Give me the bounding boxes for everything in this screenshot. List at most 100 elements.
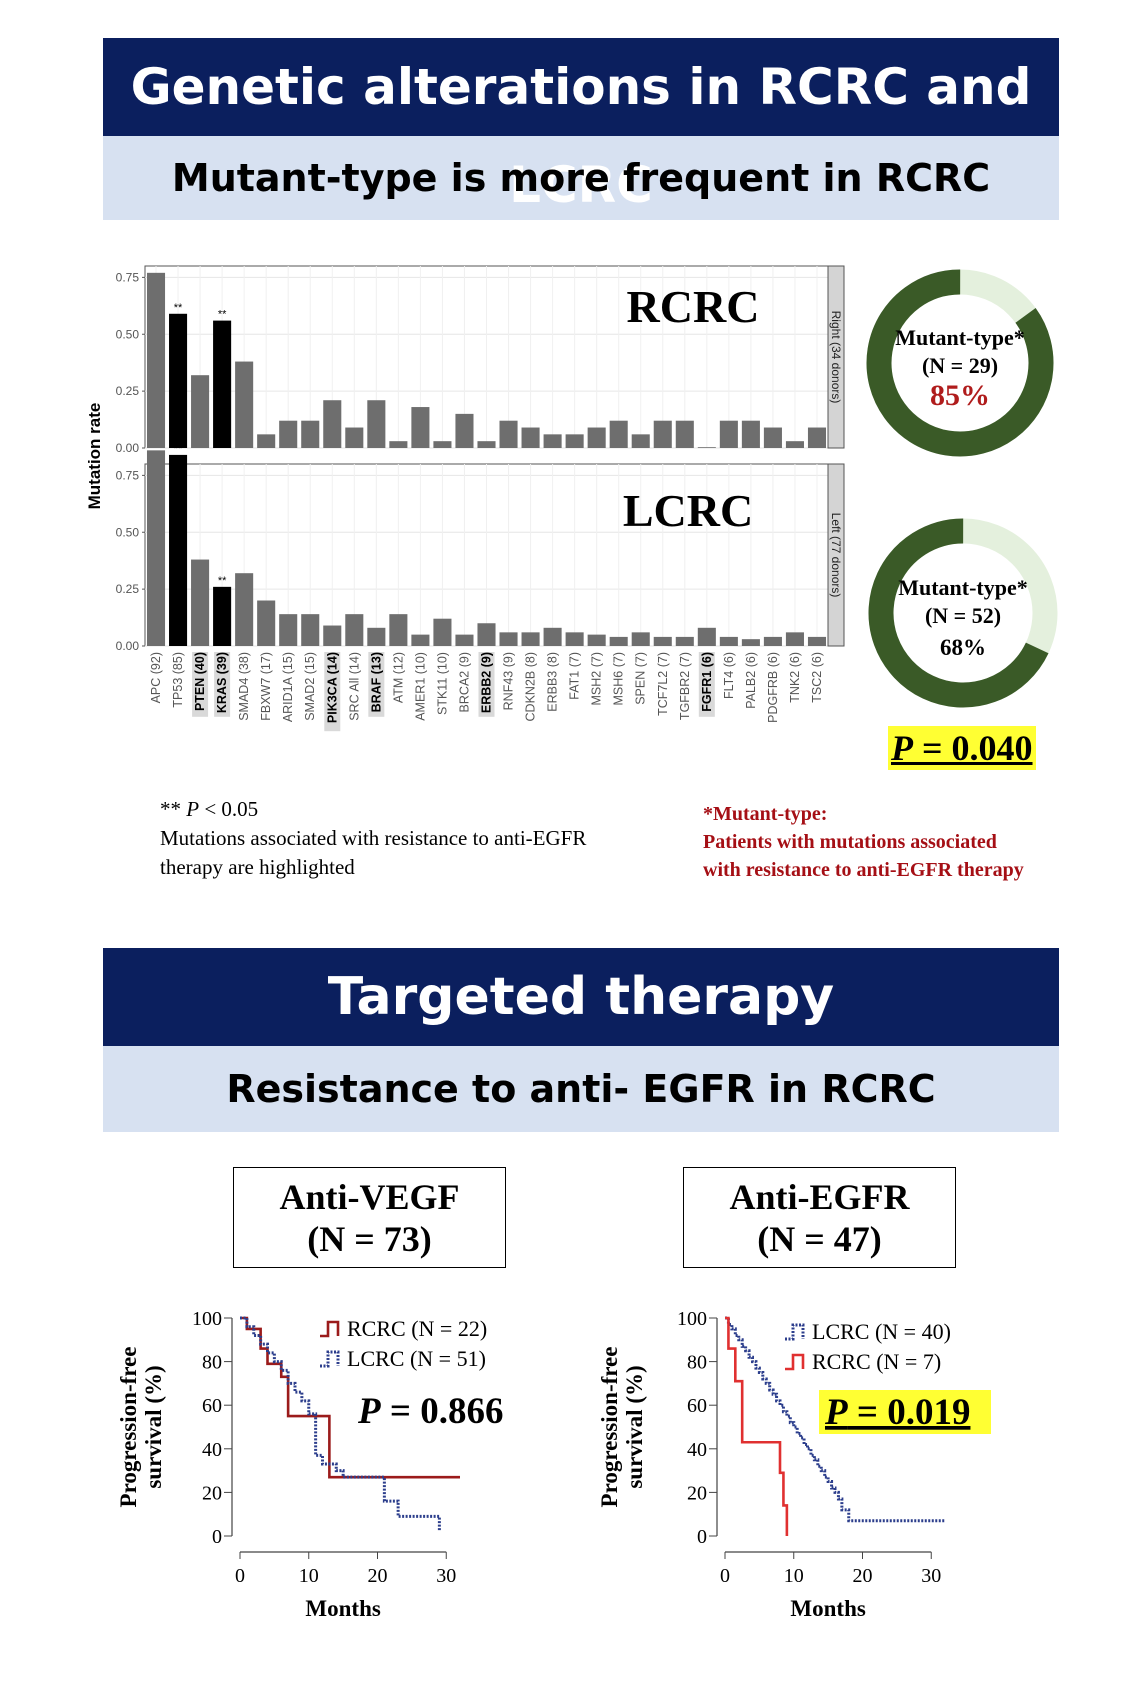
km-series-line xyxy=(240,1316,460,1479)
lcrc-donut-chart: Mutant-type* (N = 52) 68% xyxy=(868,518,1058,708)
banner-title: Targeted therapy xyxy=(103,948,1059,1046)
bar xyxy=(213,586,232,646)
highlight-box xyxy=(698,652,715,717)
y-axis-label: Progression-free xyxy=(116,1347,141,1508)
x-tick-label: 20 xyxy=(368,1565,388,1587)
bar xyxy=(301,420,320,448)
bar xyxy=(389,441,408,448)
y-tick-label: 40 xyxy=(687,1439,707,1461)
p-value-highlight xyxy=(819,1390,991,1434)
legend-label: RCRC (N = 7) xyxy=(812,1349,941,1374)
highlight-box xyxy=(324,652,341,732)
x-tick-label: CDKN2B (8) xyxy=(524,652,538,721)
bar xyxy=(433,441,452,448)
y-tick-label: 0.25 xyxy=(116,582,140,596)
y-tick-label: 80 xyxy=(687,1352,707,1374)
x-tick-label: PDGFRB (6) xyxy=(766,652,780,723)
bar xyxy=(301,614,320,646)
box-n: (N = 47) xyxy=(757,1219,882,1259)
x-tick-label: KRAS (39) xyxy=(215,652,229,713)
x-tick-label: SMAD4 (38) xyxy=(237,652,251,721)
x-tick-label: TSC2 (6) xyxy=(810,652,824,703)
bar xyxy=(345,427,364,448)
bar xyxy=(521,427,540,448)
significance-label: ** xyxy=(218,309,227,321)
bar xyxy=(235,573,254,646)
x-tick-label: ARID1A (15) xyxy=(281,652,295,722)
bar xyxy=(213,320,232,448)
x-tick-label: TCF7L2 (7) xyxy=(656,652,670,716)
x-tick-label: AMER1 (10) xyxy=(413,652,427,721)
x-tick-label: TNK2 (6) xyxy=(788,652,802,703)
bar xyxy=(587,634,606,646)
x-tick-label: 30 xyxy=(921,1565,941,1587)
legend-symbol xyxy=(320,1350,340,1368)
km-series-line xyxy=(725,1316,789,1536)
km-series-line xyxy=(725,1316,945,1523)
p-value: P = 0.019 xyxy=(824,1392,970,1433)
y-axis-label: Progression-free xyxy=(597,1347,622,1508)
bar xyxy=(323,625,342,646)
bar xyxy=(741,420,760,448)
facet-strip xyxy=(827,463,845,647)
x-tick-label: 0 xyxy=(235,1565,245,1587)
bar xyxy=(499,632,518,646)
y-tick-label: 40 xyxy=(202,1439,222,1461)
bar xyxy=(169,313,188,448)
bar xyxy=(807,427,827,448)
mutation-rate-bar-chart: Mutation rate 0.00 0.25 0.50 0.75 ** ** RCRC Rig… xyxy=(85,265,845,732)
x-tick-label: ATM (12) xyxy=(391,652,405,703)
y-axis-label: survival (%) xyxy=(622,1365,647,1488)
legend-label: LCRC (N = 51) xyxy=(347,1346,486,1371)
bar xyxy=(146,272,166,448)
bar xyxy=(631,632,650,646)
donut-label: Mutant-type* xyxy=(898,575,1028,600)
bar xyxy=(785,632,804,646)
legend-symbol xyxy=(785,1353,805,1371)
bar xyxy=(477,441,496,448)
bar xyxy=(763,427,782,448)
box-n: (N = 73) xyxy=(307,1219,432,1259)
bar xyxy=(741,639,760,646)
anti-vegf-km-chart: 0 20 40 60 80 100 0 10 20 30 Months Progression-fre… xyxy=(116,1308,504,1621)
bar xyxy=(807,636,827,646)
y-tick-label: 0.75 xyxy=(116,270,140,284)
highlight-note-1: Mutations associated with resistance to … xyxy=(160,826,587,850)
bar xyxy=(609,420,628,448)
banner-title: Genetic alterations in RCRC and LCRC xyxy=(103,38,1059,214)
p-number: = 0.866 xyxy=(381,1391,504,1432)
bar xyxy=(543,627,562,646)
bar xyxy=(455,413,474,448)
top-banner: Genetic alterations in RCRC and LCRC Mut… xyxy=(103,38,1059,220)
x-tick-label: RNF43 (9) xyxy=(502,652,516,710)
p-label: P xyxy=(357,1391,381,1432)
y-tick-label: 0 xyxy=(697,1526,707,1548)
y-tick-label: 100 xyxy=(677,1308,707,1330)
bar xyxy=(565,434,584,448)
x-tick-label: MSH6 (7) xyxy=(612,652,626,705)
legend-label: LCRC (N = 40) xyxy=(812,1319,951,1344)
bar xyxy=(191,375,210,448)
panel-group-label: LCRC xyxy=(623,485,753,536)
bar xyxy=(146,450,166,646)
x-tick-label: MSH2 (7) xyxy=(590,652,604,705)
mutant-type-note-3: with resistance to anti-EGFR therapy xyxy=(703,859,1024,881)
x-tick-label: ERBB3 (8) xyxy=(546,652,560,712)
x-tick-label: 30 xyxy=(436,1565,456,1587)
x-axis-label: Months xyxy=(305,1596,380,1621)
bar xyxy=(543,434,562,448)
facet-label: Right (34 donors) xyxy=(829,311,843,404)
y-tick-label: 0.50 xyxy=(116,327,140,341)
y-tick-label: 0 xyxy=(212,1526,222,1548)
bar xyxy=(477,623,496,646)
bar xyxy=(411,634,430,646)
bar xyxy=(587,427,606,448)
y-tick-label: 0.50 xyxy=(116,525,140,539)
p-number: = 0.019 xyxy=(848,1392,971,1433)
donut-mutant-slice xyxy=(868,518,1058,708)
anti-egfr-km-chart: 0 20 40 60 80 100 0 10 20 30 Months Progression-fre… xyxy=(597,1308,991,1621)
legend-label: RCRC (N = 22) xyxy=(347,1316,487,1341)
note-prefix: ** xyxy=(160,797,187,821)
bar xyxy=(521,632,540,646)
bar xyxy=(499,420,518,448)
